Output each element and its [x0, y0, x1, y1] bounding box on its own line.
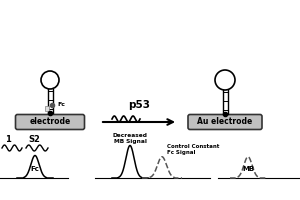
Text: Decreased
MB Signal: Decreased MB Signal: [112, 133, 148, 144]
FancyBboxPatch shape: [16, 114, 85, 130]
FancyBboxPatch shape: [188, 114, 262, 130]
Bar: [45, 106, 49, 111]
Ellipse shape: [215, 70, 235, 90]
Text: S2: S2: [28, 136, 40, 144]
Text: electrode: electrode: [29, 117, 70, 127]
Text: MB: MB: [242, 166, 254, 172]
Text: p53: p53: [128, 100, 150, 110]
Ellipse shape: [41, 71, 59, 89]
Text: Au electrode: Au electrode: [197, 117, 253, 127]
Text: Fc: Fc: [31, 166, 39, 172]
Text: 1: 1: [5, 136, 11, 144]
Text: Fc: Fc: [57, 102, 65, 107]
Text: Control Constant
Fc Signal: Control Constant Fc Signal: [167, 144, 219, 155]
